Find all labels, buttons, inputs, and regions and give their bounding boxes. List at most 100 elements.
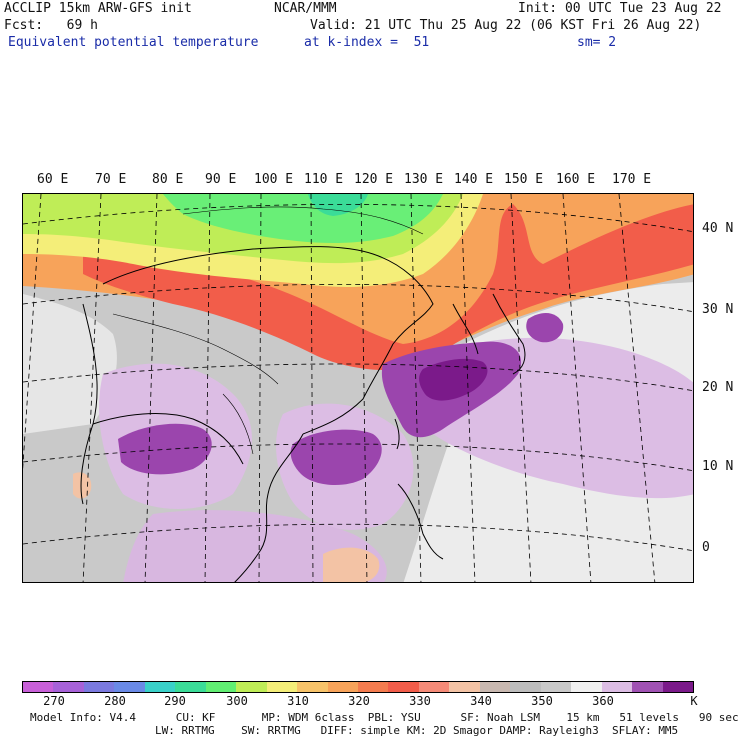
colorbar-tick: 360 xyxy=(592,694,614,708)
lon-label: 150 E xyxy=(504,172,544,187)
field-lilac-south xyxy=(123,510,387,582)
colorbar-tick: 340 xyxy=(470,694,492,708)
field-cold-green xyxy=(163,194,443,243)
lon-label: 100 E xyxy=(254,172,294,187)
colorbar-swatch xyxy=(540,682,572,692)
colorbar-unit: K xyxy=(690,694,698,708)
border-himalaya xyxy=(112,313,279,385)
colorbar-swatch xyxy=(418,682,450,692)
field-purple-scs xyxy=(290,429,382,486)
lat-line xyxy=(23,203,693,233)
colorbar-tick: 270 xyxy=(43,694,65,708)
lon-line xyxy=(23,194,42,471)
colorbar-swatch xyxy=(479,682,511,692)
lon-label: 160 E xyxy=(556,172,596,187)
lat-line xyxy=(23,443,693,472)
smoothing: sm= 2 xyxy=(577,35,617,50)
border-mongolia xyxy=(182,206,424,235)
colorbar-swatch xyxy=(571,682,602,692)
colorbar-swatch xyxy=(601,682,633,692)
lat-line xyxy=(23,283,693,313)
colorbar-tick: 300 xyxy=(226,694,248,708)
lon-label: 110 E xyxy=(304,172,344,187)
field-cyan-core xyxy=(308,194,368,216)
lon-label: 140 E xyxy=(454,172,494,187)
field-name: Equivalent potential temperature xyxy=(8,35,259,50)
colorbar-tick: 350 xyxy=(531,694,553,708)
colorbar-swatch xyxy=(449,682,480,692)
lon-line xyxy=(310,194,314,582)
colorbar xyxy=(22,681,694,693)
colorbar-tick: 290 xyxy=(164,694,186,708)
lat-label: 0 xyxy=(702,540,710,555)
center-label: NCAR/MMM xyxy=(274,1,337,16)
graticule xyxy=(23,194,693,582)
colorbar-swatch xyxy=(297,682,328,692)
coast-philippines xyxy=(397,483,444,560)
colorbar-swatch xyxy=(175,682,206,692)
lat-label: 10 N xyxy=(702,459,734,474)
lon-line xyxy=(258,194,262,582)
lon-line xyxy=(82,194,102,582)
lon-label: 60 E xyxy=(37,172,69,187)
lon-line xyxy=(460,194,476,582)
lon-line xyxy=(410,194,422,582)
lat-line xyxy=(23,523,693,552)
lat-label: 30 N xyxy=(702,302,734,317)
valid-time: Valid: 21 UTC Thu 25 Aug 22 (06 KST Fri … xyxy=(310,18,702,33)
border-sea xyxy=(222,393,254,455)
colorbar-swatch xyxy=(266,682,298,692)
colorbar-swatch xyxy=(236,682,267,692)
field-peach-coast xyxy=(323,547,380,582)
colorbar-tick: 320 xyxy=(348,694,370,708)
lon-label: 170 E xyxy=(612,172,652,187)
field-hot-red xyxy=(83,204,693,371)
colorbar-swatch xyxy=(388,682,419,692)
colorbar-swatch xyxy=(510,682,541,692)
lon-label: 120 E xyxy=(354,172,394,187)
colorbar-swatch xyxy=(144,682,176,692)
colorbar-swatch xyxy=(357,682,389,692)
lon-line xyxy=(144,194,158,582)
model-info-line2: LW: RRTMG SW: RRTMG DIFF: simple KM: 2D … xyxy=(155,724,679,737)
field-purple-bay xyxy=(118,423,212,475)
lat-label: 40 N xyxy=(702,221,734,236)
colorbar-swatch xyxy=(205,682,237,692)
lon-line xyxy=(360,194,368,582)
colorbar-tick: 310 xyxy=(287,694,309,708)
colorbar-swatch xyxy=(53,682,84,692)
colorbar-swatch xyxy=(632,682,663,692)
forecast-hour: Fcst: 69 h xyxy=(4,18,98,33)
colorbar-tick: 280 xyxy=(104,694,126,708)
colorbar-swatch xyxy=(327,682,358,692)
colorbar-swatch xyxy=(23,682,54,692)
coastlines xyxy=(80,246,526,582)
field-peach-india xyxy=(73,472,92,499)
colorbar-tick: 330 xyxy=(409,694,431,708)
init-time: Init: 00 UTC Tue 23 Aug 22 xyxy=(518,1,722,16)
lon-line xyxy=(618,194,656,582)
theta-e-field xyxy=(23,194,693,582)
lat-line xyxy=(23,363,693,392)
model-title: ACCLIP 15km ARW-GFS init xyxy=(4,1,192,16)
borders xyxy=(112,206,424,455)
field-darkpurple-core xyxy=(419,358,488,401)
colorbar-swatch xyxy=(83,682,115,692)
coast-indochina xyxy=(234,433,304,582)
field-white-west xyxy=(23,294,117,434)
lon-line xyxy=(562,194,592,582)
lon-label: 80 E xyxy=(152,172,184,187)
level-index: at k-index = 51 xyxy=(304,35,430,50)
lon-label: 130 E xyxy=(404,172,444,187)
field-purple-east xyxy=(526,312,564,343)
lon-label: 90 E xyxy=(205,172,237,187)
coast-china xyxy=(102,246,434,435)
lon-line xyxy=(204,194,211,582)
lon-line xyxy=(510,194,532,582)
map-panel xyxy=(22,193,694,583)
model-info-line1: Model Info: V4.4 CU: KF MP: WDM 6class P… xyxy=(30,711,739,724)
colorbar-swatch xyxy=(662,682,693,692)
colorbar-swatch xyxy=(114,682,145,692)
coast-bay-bengal xyxy=(92,413,244,465)
lat-label: 20 N xyxy=(702,380,734,395)
